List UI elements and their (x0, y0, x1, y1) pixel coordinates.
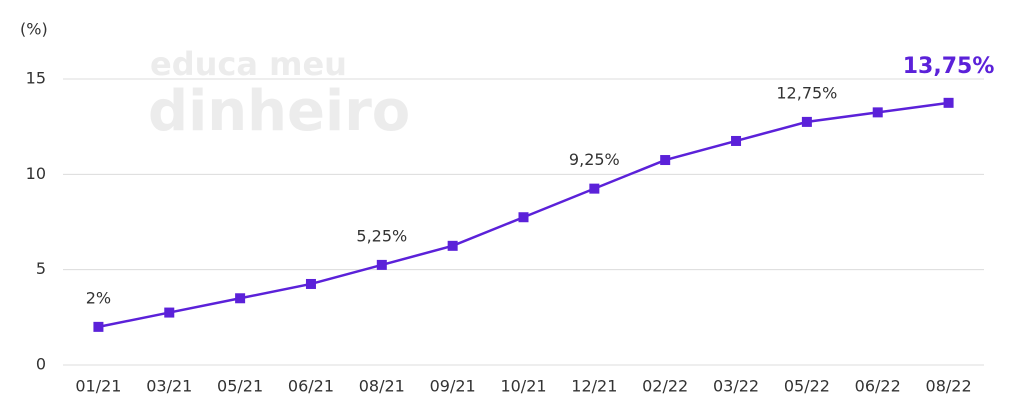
x-tick-label: 03/21 (146, 377, 192, 396)
x-tick-label: 02/22 (642, 377, 688, 396)
x-tick-label: 01/21 (75, 377, 121, 396)
y-axis-label: (%) (20, 20, 48, 39)
x-tick-label: 08/22 (926, 377, 972, 396)
y-tick-label: 10 (26, 164, 46, 183)
data-label: 9,25% (569, 150, 620, 169)
point-marker (164, 307, 175, 318)
x-tick-label: 06/22 (855, 377, 901, 396)
point-marker (305, 278, 316, 289)
data-label: 13,75% (903, 54, 995, 79)
watermark: educa meu (150, 45, 347, 83)
x-tick-label: 10/21 (500, 377, 546, 396)
data-label: 2% (86, 288, 111, 307)
point-marker (801, 116, 812, 127)
point-marker (235, 293, 246, 304)
x-tick-label: 05/22 (784, 377, 830, 396)
y-tick-label: 0 (36, 355, 46, 374)
point-marker (872, 107, 883, 118)
x-tick-label: 08/21 (359, 377, 405, 396)
watermark: dinheiro (148, 79, 410, 144)
y-tick-label: 15 (26, 69, 46, 88)
point-marker (943, 97, 954, 108)
data-label: 5,25% (356, 226, 407, 245)
point-marker (660, 155, 671, 166)
point-marker (376, 259, 387, 270)
x-tick-label: 03/22 (713, 377, 759, 396)
x-tick-label: 06/21 (288, 377, 334, 396)
data-label: 12,75% (776, 83, 837, 102)
x-tick-label: 05/21 (217, 377, 263, 396)
point-marker (589, 183, 600, 194)
point-marker (447, 240, 458, 251)
point-marker (93, 321, 104, 332)
x-tick-label: 12/21 (571, 377, 617, 396)
x-tick-label: 09/21 (430, 377, 476, 396)
point-marker (518, 212, 529, 223)
y-tick-label: 5 (36, 259, 46, 278)
point-marker (731, 135, 742, 146)
